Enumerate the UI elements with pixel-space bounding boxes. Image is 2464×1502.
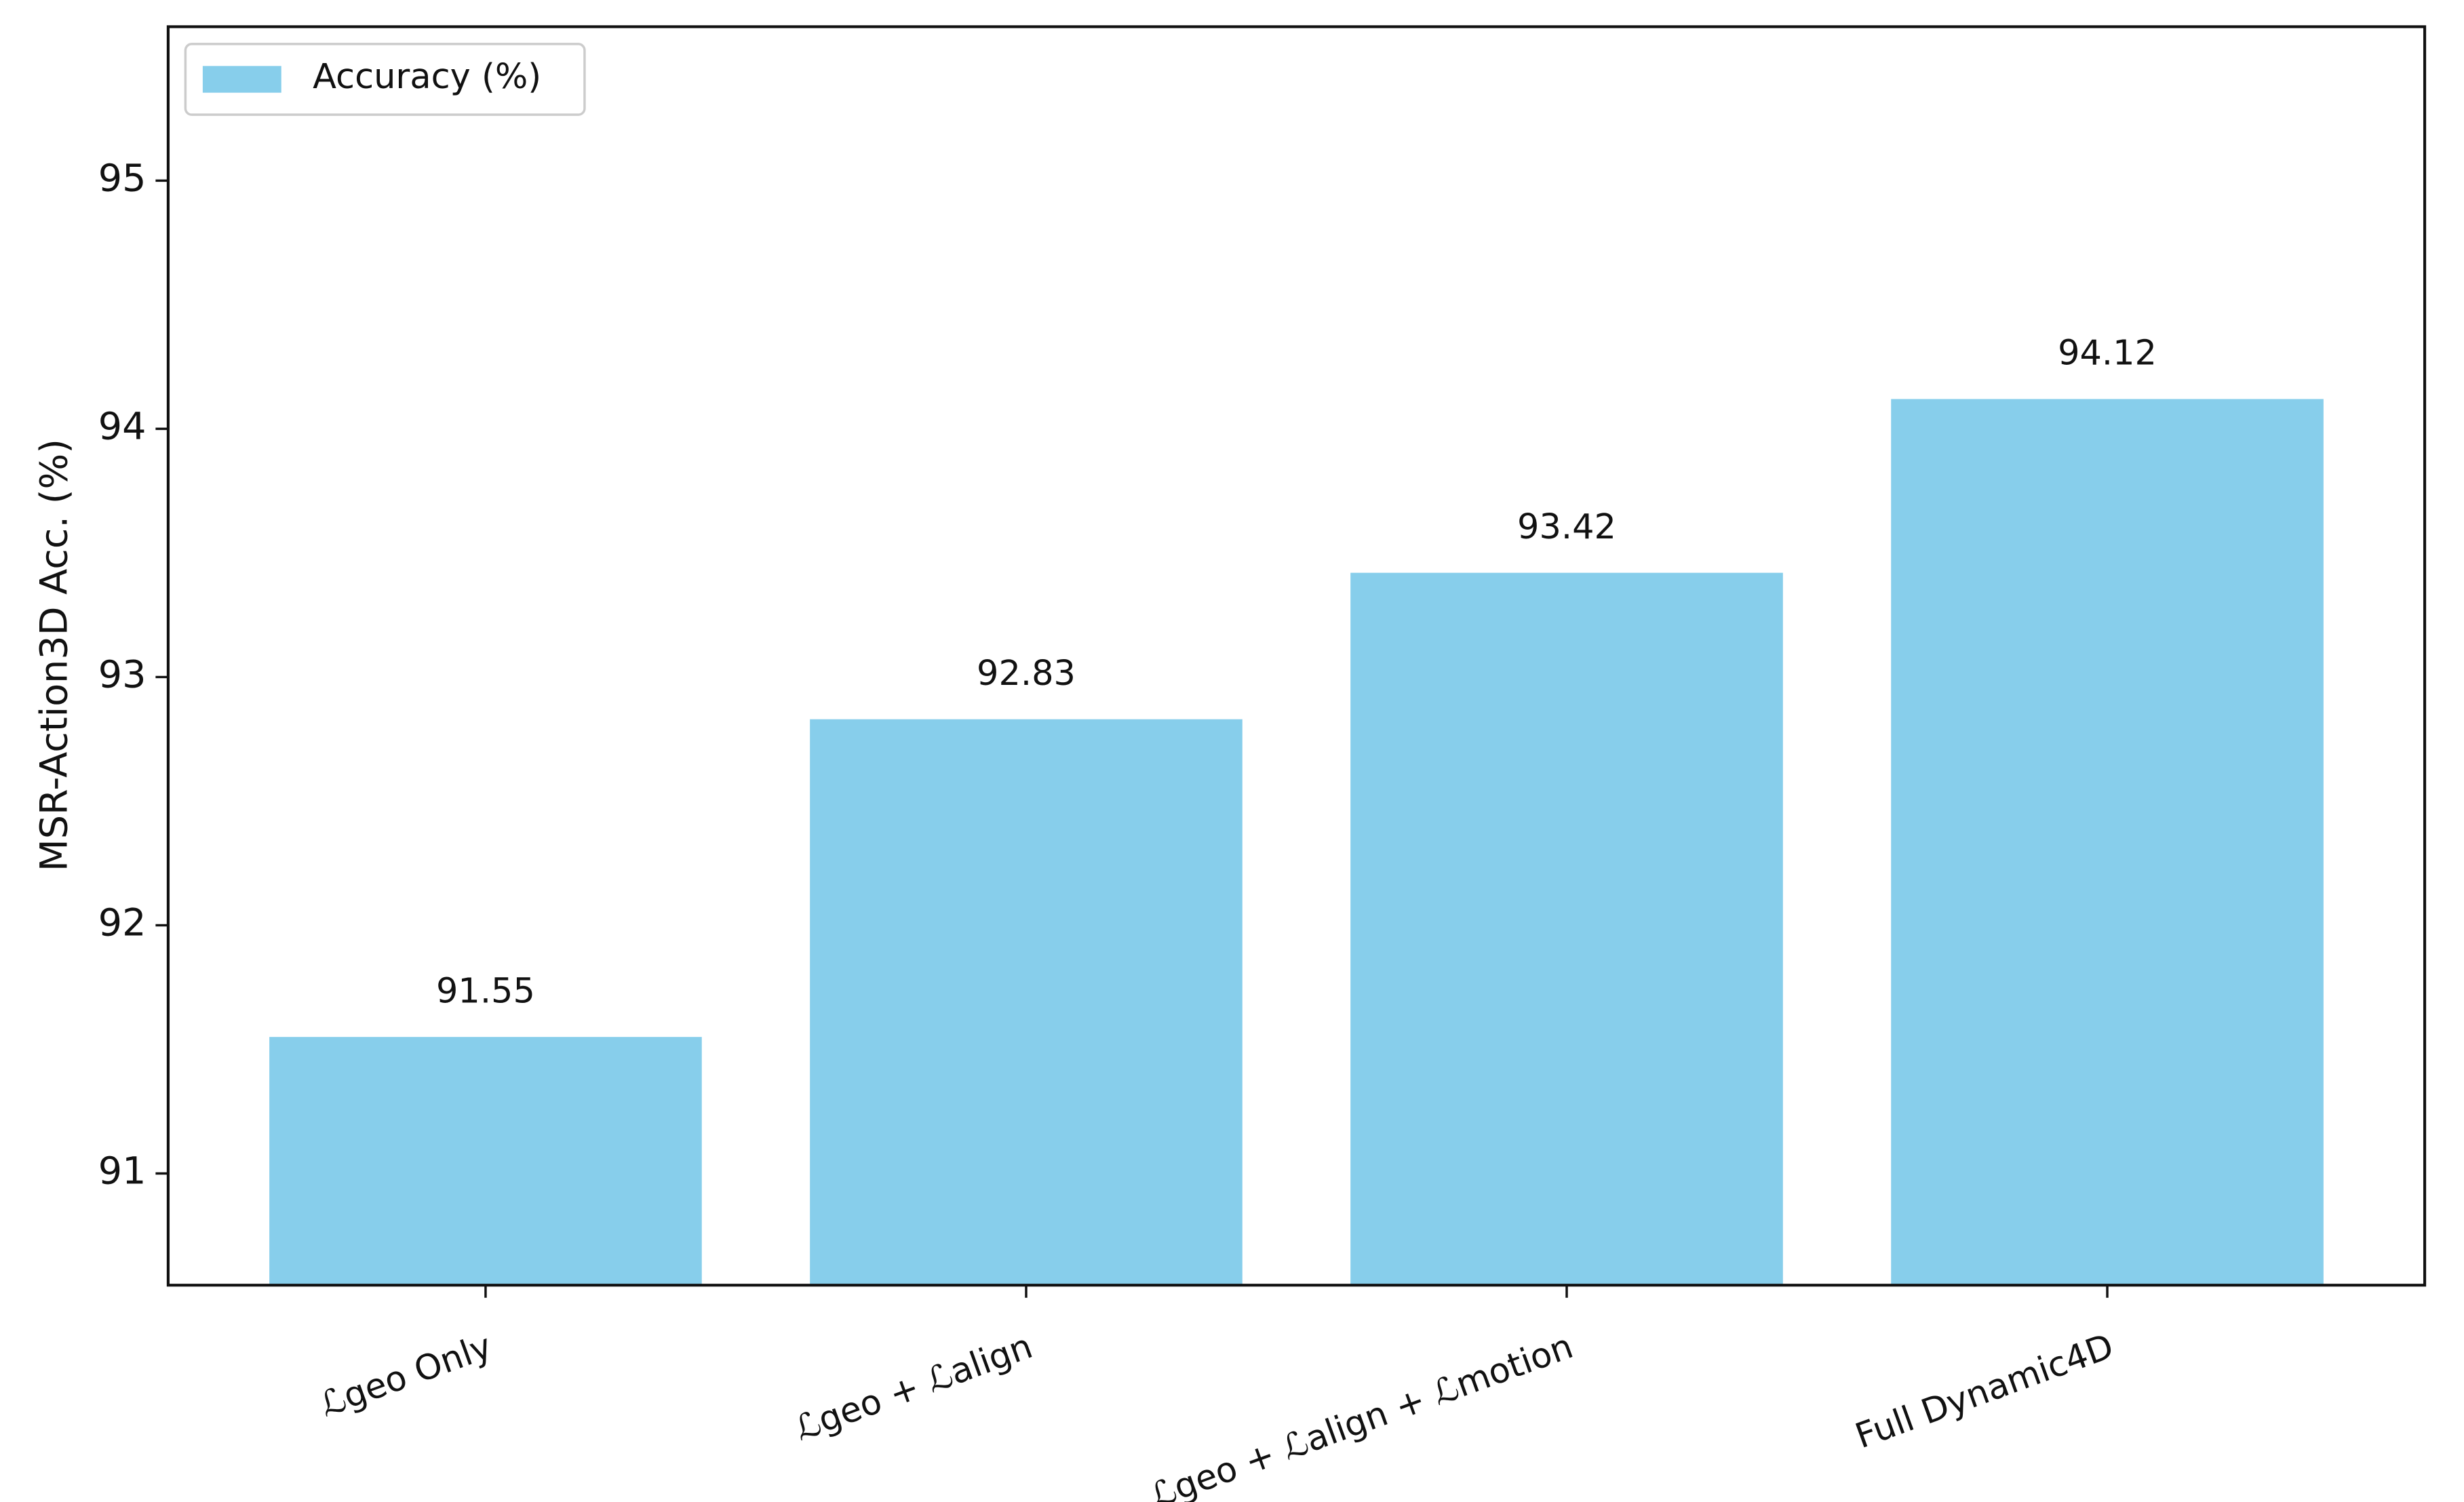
bar [1891, 399, 2324, 1286]
y-tick-label: 94 [98, 405, 146, 449]
legend-box [184, 43, 586, 116]
value-label: 91.55 [436, 971, 535, 1011]
value-label: 94.12 [2058, 334, 2157, 374]
legend-swatch [202, 66, 281, 93]
value-label: 93.42 [1517, 507, 1616, 547]
legend-label: Accuracy (%) [313, 57, 541, 97]
value-label: 92.83 [977, 654, 1076, 694]
legend: Accuracy (%) [184, 43, 586, 116]
bar [1350, 572, 1783, 1286]
y-tick-label: 93 [98, 653, 146, 697]
bar [269, 1037, 702, 1286]
bar [810, 719, 1243, 1286]
y-tick-label: 95 [98, 156, 146, 200]
y-tick-label: 91 [98, 1149, 146, 1193]
y-tick-label: 92 [98, 901, 146, 945]
y-axis-label: MSR-Action3D Acc. (%) [33, 439, 77, 871]
plot-frame [166, 25, 2427, 1287]
